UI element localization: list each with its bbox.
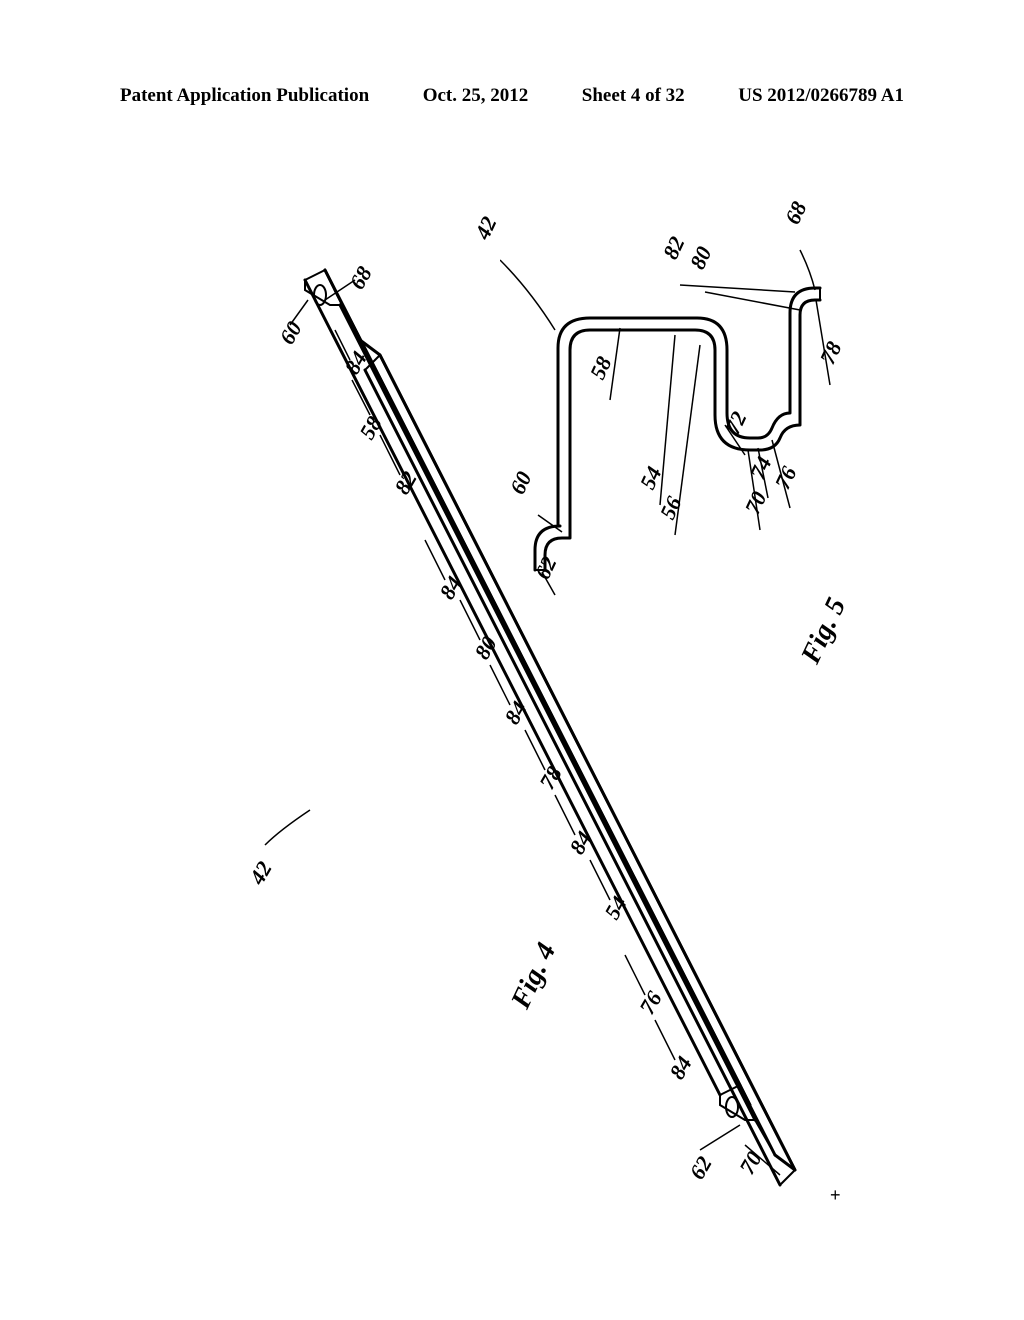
fig5-drawing xyxy=(500,200,920,680)
crop-mark: + xyxy=(830,1185,841,1206)
header-date: Oct. 25, 2012 xyxy=(423,85,529,107)
header-sheet: Sheet 4 of 32 xyxy=(582,85,685,107)
figure-area: 42 68 60 84 58 82 84 80 84 78 84 54 76 8… xyxy=(80,160,960,1220)
header-pubno: US 2012/0266789 A1 xyxy=(738,85,904,107)
header-left: Patent Application Publication xyxy=(120,85,369,107)
page-header: Patent Application Publication Oct. 25, … xyxy=(0,85,1024,107)
